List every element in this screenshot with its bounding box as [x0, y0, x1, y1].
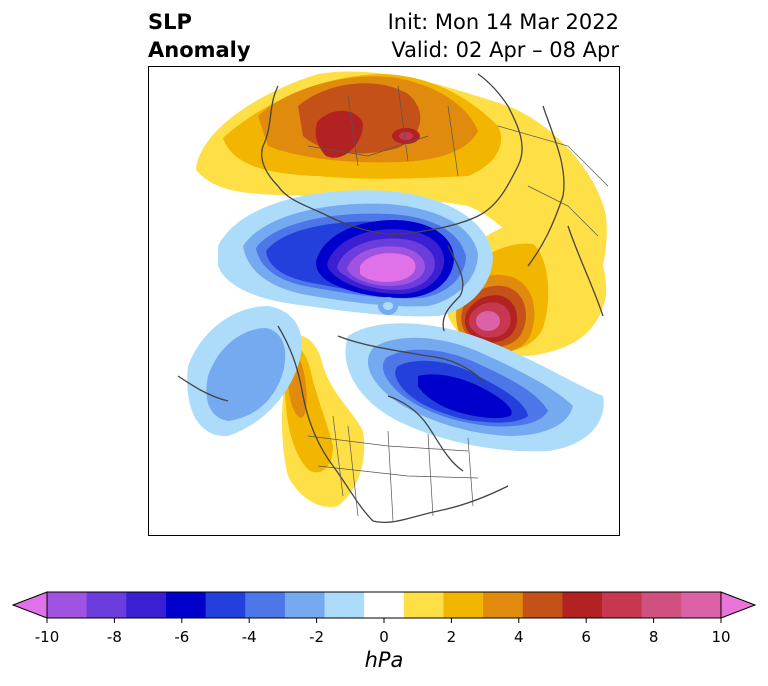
colorbar-segment — [443, 592, 484, 618]
colorbar-tick-label: 10 — [711, 628, 731, 646]
colorbar-tick-label: 2 — [446, 628, 457, 646]
init-date: Init: Mon 14 Mar 2022 — [387, 10, 619, 34]
colorbar-tick-label: 4 — [514, 628, 524, 646]
colorbar-tick-label: -2 — [309, 628, 325, 646]
slp-anomaly-map — [148, 66, 620, 536]
colorbar-segment — [205, 592, 246, 618]
colorbar-tick-label: -8 — [106, 628, 122, 646]
colorbar-segment — [483, 592, 524, 618]
colorbar-segment — [602, 592, 643, 618]
colorbar-tick-label: 6 — [581, 628, 591, 646]
colorbar-segment — [641, 592, 682, 618]
colorbar-unit: hPa — [364, 648, 404, 672]
positive-anomaly-eurasia — [196, 71, 607, 307]
title-line-1: SLP — [148, 10, 192, 34]
date-info: Init: Mon 14 Mar 2022 Valid: 02 Apr – 08… — [388, 8, 619, 64]
colorbar-tick-label: 0 — [379, 628, 389, 646]
colorbar-segment — [364, 592, 405, 618]
colorbar-min-extend — [11, 591, 48, 619]
colorbar-max-extend — [720, 591, 757, 619]
colorbar-segment — [562, 592, 603, 618]
colorbar-tick-label: -4 — [241, 628, 257, 646]
coastlines — [177, 73, 604, 523]
colorbar-tick-label: -6 — [174, 628, 190, 646]
colorbar-segment — [403, 592, 444, 618]
valid-date: Valid: 02 Apr – 08 Apr — [391, 38, 619, 62]
colorbar-segment — [126, 592, 167, 618]
negative-anomaly-arctic — [218, 190, 493, 317]
colorbar-segment — [681, 592, 722, 618]
title-line-2: Anomaly — [148, 38, 251, 62]
colorbar-segment — [522, 592, 563, 618]
colorbar-segment — [47, 592, 88, 618]
colorbar-tick-label: 8 — [648, 628, 659, 646]
negative-anomaly-hudson — [345, 323, 604, 452]
negative-anomaly-pacific — [187, 306, 302, 437]
colorbar-segment — [165, 592, 207, 618]
colorbar-segment — [284, 592, 326, 618]
colorbar-segment — [245, 592, 286, 618]
colorbar-tick-label: -10 — [34, 628, 60, 646]
map-title: SLP Anomaly — [148, 8, 251, 64]
colorbar-segment — [86, 592, 127, 618]
political-borders — [307, 85, 609, 522]
colorbar-segment — [324, 592, 365, 618]
colorbar — [11, 591, 757, 623]
